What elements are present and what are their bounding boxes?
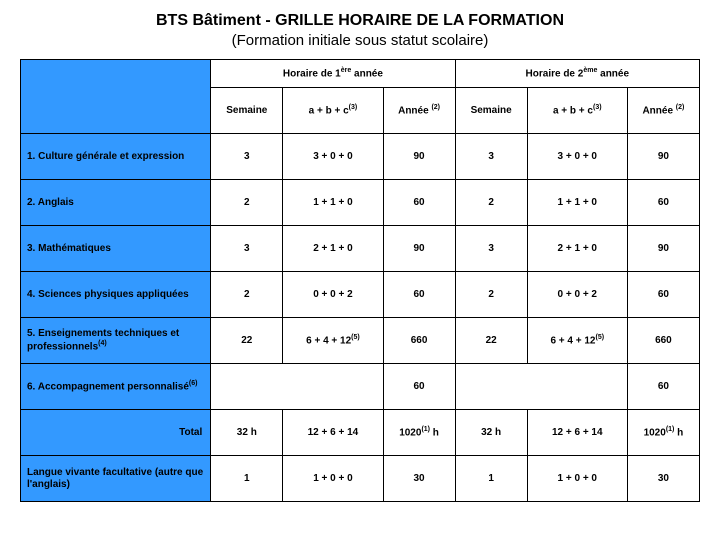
- cell: 1020(1) h: [627, 410, 699, 456]
- cell: 2: [211, 180, 283, 226]
- cell: 90: [627, 226, 699, 272]
- row-label: 3. Mathématiques: [21, 226, 211, 272]
- cell: 12 + 6 + 14: [527, 410, 627, 456]
- cell: 3: [211, 134, 283, 180]
- col-abc-2: a + b + c(3): [527, 88, 627, 134]
- year1-header: Horaire de 1ère année: [211, 60, 455, 88]
- cell: 1020(1) h: [383, 410, 455, 456]
- cell: 1 + 0 + 0: [283, 456, 383, 502]
- cell: 3: [455, 226, 527, 272]
- col-semaine-2: Semaine: [455, 88, 527, 134]
- cell: 90: [383, 134, 455, 180]
- col-annee-1: Année (2): [383, 88, 455, 134]
- cell: 2 + 1 + 0: [283, 226, 383, 272]
- table-corner: [21, 60, 211, 134]
- cell-empty: [211, 364, 383, 410]
- row-label: Langue vivante facultative (autre que l'…: [21, 456, 211, 502]
- cell: 30: [627, 456, 699, 502]
- cell: 3: [211, 226, 283, 272]
- cell: 660: [383, 318, 455, 364]
- cell: 0 + 0 + 2: [527, 272, 627, 318]
- row-label: 5. Enseignements techniques et professio…: [21, 318, 211, 364]
- col-semaine-1: Semaine: [211, 88, 283, 134]
- cell-empty: [455, 364, 627, 410]
- cell: 3 + 0 + 0: [527, 134, 627, 180]
- cell: 1 + 0 + 0: [527, 456, 627, 502]
- cell: 22: [455, 318, 527, 364]
- cell: 1 + 1 + 0: [527, 180, 627, 226]
- cell: 60: [383, 272, 455, 318]
- cell: 60: [627, 272, 699, 318]
- cell: 32 h: [455, 410, 527, 456]
- row-total-label: Total: [21, 410, 211, 456]
- cell: 60: [627, 180, 699, 226]
- row-label: 1. Culture générale et expression: [21, 134, 211, 180]
- col-annee-2: Année (2): [627, 88, 699, 134]
- cell: 2: [455, 180, 527, 226]
- cell: 60: [383, 180, 455, 226]
- cell: 60: [627, 364, 699, 410]
- col-abc-1: a + b + c(3): [283, 88, 383, 134]
- cell: 1 + 1 + 0: [283, 180, 383, 226]
- cell: 30: [383, 456, 455, 502]
- cell: 660: [627, 318, 699, 364]
- row-label: 2. Anglais: [21, 180, 211, 226]
- cell: 6 + 4 + 12(5): [527, 318, 627, 364]
- cell: 2 + 1 + 0: [527, 226, 627, 272]
- cell: 22: [211, 318, 283, 364]
- cell: 0 + 0 + 2: [283, 272, 383, 318]
- cell: 2: [211, 272, 283, 318]
- row-label: 4. Sciences physiques appliquées: [21, 272, 211, 318]
- cell: 90: [627, 134, 699, 180]
- cell: 1: [211, 456, 283, 502]
- cell: 90: [383, 226, 455, 272]
- cell: 32 h: [211, 410, 283, 456]
- year2-header: Horaire de 2ème année: [455, 60, 699, 88]
- schedule-table: Horaire de 1ère année Horaire de 2ème an…: [20, 59, 700, 502]
- cell: 12 + 6 + 14: [283, 410, 383, 456]
- cell: 6 + 4 + 12(5): [283, 318, 383, 364]
- cell: 3 + 0 + 0: [283, 134, 383, 180]
- cell: 3: [455, 134, 527, 180]
- page-subtitle: (Formation initiale sous statut scolaire…: [20, 32, 700, 49]
- row-label: 6. Accompagnement personnalisé(6): [21, 364, 211, 410]
- page-title: BTS Bâtiment - GRILLE HORAIRE DE LA FORM…: [20, 12, 700, 30]
- cell: 1: [455, 456, 527, 502]
- cell: 2: [455, 272, 527, 318]
- cell: 60: [383, 364, 455, 410]
